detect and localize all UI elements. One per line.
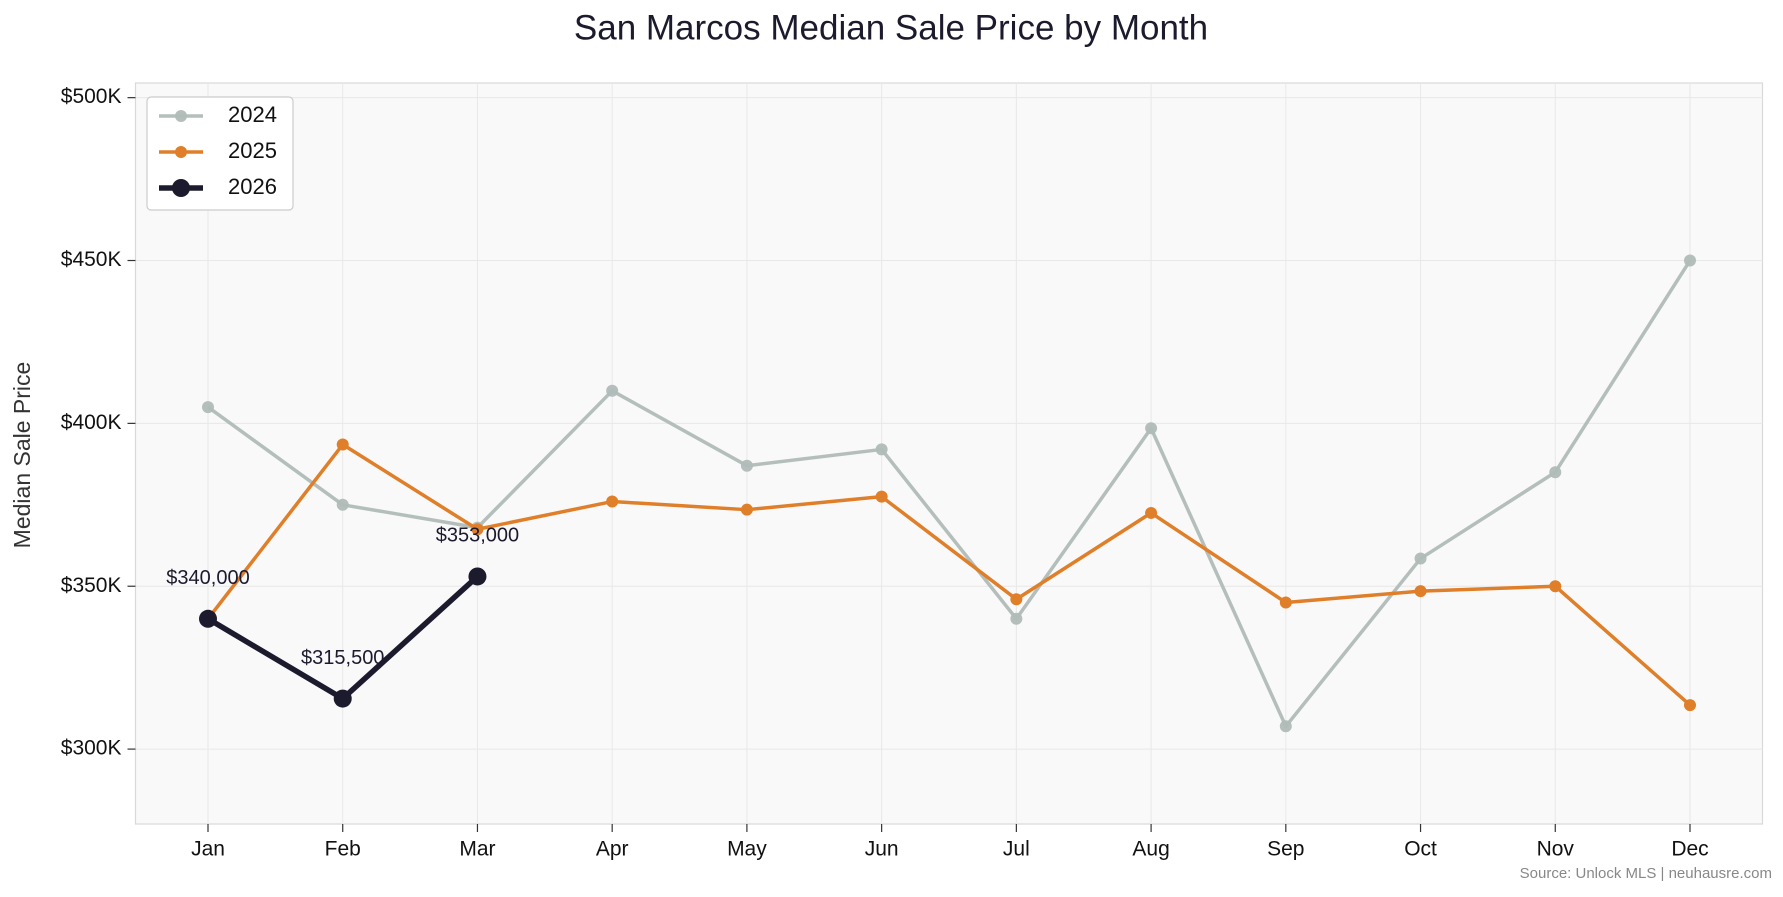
data-point <box>468 567 487 586</box>
x-tick-label: Feb <box>325 838 361 861</box>
legend: 2024 2025 2026 <box>146 96 294 211</box>
legend-label: 2024 <box>228 102 277 127</box>
chart-title: San Marcos Median Sale Price by Month <box>574 8 1208 47</box>
data-point <box>202 401 214 414</box>
data-point <box>1145 422 1158 435</box>
data-point <box>333 689 352 708</box>
data-point <box>1414 585 1427 598</box>
legend-marker <box>175 146 187 158</box>
data-point <box>471 523 484 536</box>
legend-marker <box>175 110 187 122</box>
data-point <box>875 490 888 503</box>
data-point <box>606 495 619 508</box>
legend-marker <box>172 179 190 197</box>
data-point <box>336 438 349 451</box>
x-tick-label: Dec <box>1671 838 1708 861</box>
data-point <box>1414 552 1427 565</box>
data-point <box>606 384 619 397</box>
y-tick-label: $300K <box>61 737 122 760</box>
x-tick-label: Jun <box>865 838 899 861</box>
data-point <box>1010 593 1023 606</box>
data-point <box>740 503 753 516</box>
data-point <box>1684 699 1696 712</box>
y-axis-label: Median Sale Price <box>9 362 35 549</box>
data-point <box>1010 612 1023 625</box>
data-point <box>336 498 349 511</box>
x-tick-label: Sep <box>1267 838 1304 861</box>
series-line <box>206 259 1692 729</box>
y-tick-label: $500K <box>61 85 122 108</box>
data-point <box>740 459 753 472</box>
plot-area <box>134 82 1764 825</box>
data-label: $353,000 <box>436 525 519 547</box>
data-point <box>199 609 217 628</box>
source-note: Source: Unlock MLS | neuhausre.com <box>1520 865 1772 882</box>
legend-label: 2025 <box>228 138 277 163</box>
x-tick-label: Apr <box>596 838 629 861</box>
data-label: $315,500 <box>301 647 384 669</box>
x-tick-label: Aug <box>1132 838 1169 861</box>
data-point <box>1549 466 1562 479</box>
data-point <box>1549 580 1562 593</box>
x-tick-label: May <box>727 838 767 861</box>
x-tick-label: Oct <box>1404 838 1437 861</box>
x-tick-label: Jul <box>1003 838 1030 861</box>
x-tick-label: Jan <box>191 838 225 861</box>
data-point <box>1684 254 1696 267</box>
x-tick-label: Mar <box>459 838 495 861</box>
data-label: $340,000 <box>166 567 249 589</box>
series-line <box>206 442 1692 707</box>
y-tick-label: $400K <box>61 411 122 434</box>
data-point <box>1279 596 1292 609</box>
y-tick-label: $450K <box>61 248 122 271</box>
data-point <box>1145 506 1158 519</box>
legend-label: 2026 <box>228 174 277 199</box>
y-tick-label: $350K <box>61 574 122 597</box>
x-tick-label: Nov <box>1537 838 1575 861</box>
data-point <box>1279 720 1292 733</box>
data-point <box>875 443 888 456</box>
